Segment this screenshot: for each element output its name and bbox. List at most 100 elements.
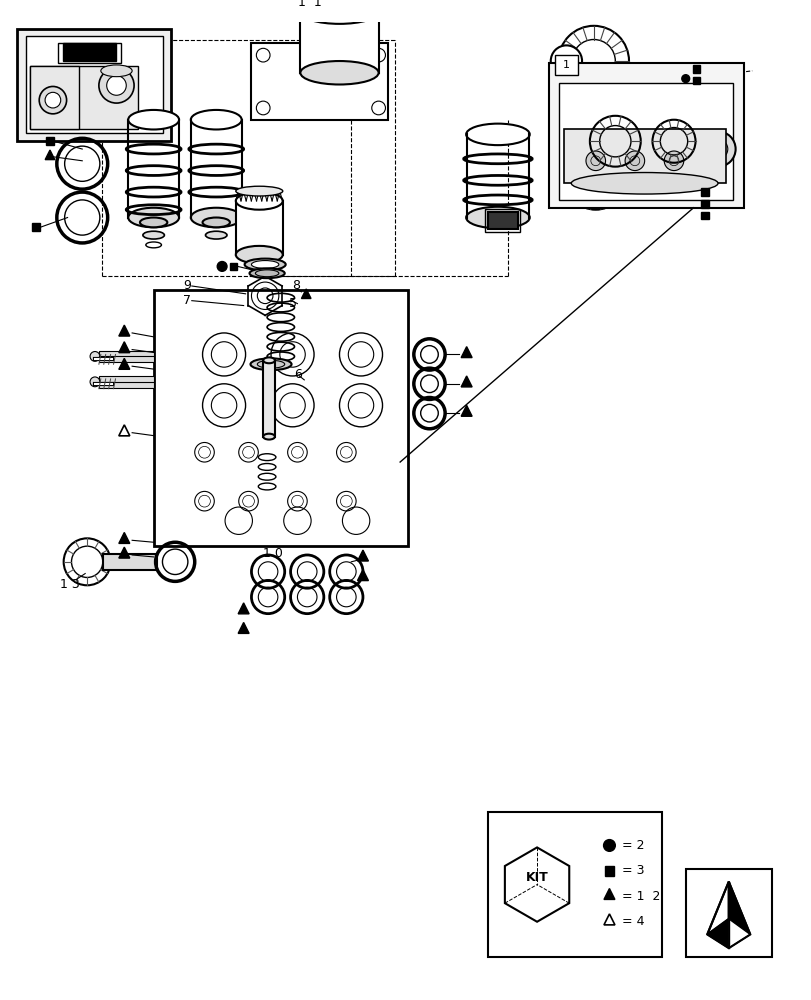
- Circle shape: [557, 167, 584, 194]
- Polygon shape: [461, 376, 471, 387]
- Ellipse shape: [263, 434, 275, 440]
- Bar: [32, 223, 40, 231]
- Ellipse shape: [250, 358, 291, 370]
- Polygon shape: [118, 342, 130, 353]
- Bar: [30, 66, 138, 129]
- Bar: [230, 263, 237, 270]
- Bar: [318, 0, 361, 16]
- Ellipse shape: [249, 268, 285, 278]
- Polygon shape: [728, 882, 749, 934]
- Ellipse shape: [235, 186, 282, 196]
- Polygon shape: [461, 347, 471, 358]
- Bar: [103, 554, 157, 570]
- Bar: [554, 55, 577, 75]
- Polygon shape: [45, 150, 54, 160]
- Bar: [17, 29, 171, 141]
- Text: 1: 1: [562, 60, 569, 70]
- Circle shape: [39, 86, 67, 114]
- Text: 1  1: 1 1: [298, 0, 322, 9]
- Text: = 1  2: = 1 2: [621, 890, 659, 903]
- Text: 1 0: 1 0: [263, 547, 283, 560]
- Bar: [251, 43, 388, 120]
- Ellipse shape: [146, 242, 161, 248]
- Ellipse shape: [205, 231, 227, 239]
- Polygon shape: [118, 325, 130, 336]
- Ellipse shape: [191, 208, 242, 227]
- Ellipse shape: [202, 218, 230, 227]
- Polygon shape: [238, 603, 249, 614]
- Bar: [153, 290, 407, 546]
- Bar: [30, 66, 79, 129]
- Bar: [701, 188, 708, 196]
- Ellipse shape: [571, 173, 717, 194]
- Bar: [487, 212, 517, 229]
- Polygon shape: [118, 532, 130, 543]
- Bar: [487, 812, 662, 957]
- Bar: [558, 83, 732, 200]
- Circle shape: [663, 151, 683, 171]
- Polygon shape: [357, 550, 368, 561]
- Text: = 2: = 2: [621, 839, 644, 852]
- Polygon shape: [603, 914, 614, 925]
- Polygon shape: [118, 358, 130, 369]
- Ellipse shape: [235, 192, 282, 210]
- Bar: [692, 65, 700, 73]
- Bar: [62, 43, 116, 61]
- Text: 7: 7: [182, 294, 191, 307]
- Text: KIT: KIT: [525, 871, 547, 884]
- Bar: [701, 212, 708, 219]
- Bar: [485, 209, 520, 232]
- Text: 5: 5: [288, 297, 296, 310]
- Bar: [46, 137, 54, 145]
- Bar: [99, 376, 153, 388]
- Ellipse shape: [128, 208, 179, 227]
- Polygon shape: [301, 289, 311, 299]
- Circle shape: [90, 352, 100, 361]
- Circle shape: [603, 840, 615, 851]
- Circle shape: [99, 68, 134, 103]
- Polygon shape: [118, 547, 130, 558]
- Polygon shape: [118, 425, 130, 436]
- Ellipse shape: [191, 110, 242, 129]
- Polygon shape: [357, 570, 368, 581]
- Polygon shape: [603, 888, 614, 899]
- Circle shape: [681, 75, 689, 83]
- Circle shape: [700, 131, 735, 167]
- Ellipse shape: [466, 207, 529, 228]
- Ellipse shape: [244, 259, 285, 270]
- Polygon shape: [706, 919, 728, 948]
- Ellipse shape: [101, 65, 132, 77]
- Bar: [701, 200, 708, 208]
- Polygon shape: [238, 622, 249, 633]
- Text: 1 3: 1 3: [60, 578, 79, 591]
- Circle shape: [586, 151, 605, 171]
- Ellipse shape: [263, 357, 275, 363]
- Ellipse shape: [128, 110, 179, 129]
- Bar: [548, 63, 744, 208]
- Bar: [58, 43, 121, 63]
- Circle shape: [45, 92, 61, 108]
- Ellipse shape: [235, 246, 282, 263]
- Ellipse shape: [139, 218, 167, 227]
- Ellipse shape: [143, 231, 164, 239]
- Circle shape: [550, 45, 581, 77]
- Text: = 4: = 4: [621, 915, 644, 928]
- Text: 9: 9: [182, 279, 191, 292]
- Bar: [99, 351, 153, 362]
- Text: 6: 6: [294, 368, 302, 381]
- Bar: [685, 869, 771, 957]
- Bar: [263, 360, 275, 437]
- Polygon shape: [461, 405, 471, 416]
- Circle shape: [624, 151, 644, 171]
- Text: = 3: = 3: [621, 864, 644, 877]
- Text: 8: 8: [292, 279, 300, 292]
- Bar: [692, 77, 700, 84]
- Ellipse shape: [300, 61, 378, 84]
- Circle shape: [707, 139, 727, 159]
- Bar: [27, 36, 163, 133]
- Ellipse shape: [251, 261, 278, 268]
- Bar: [300, 9, 378, 73]
- Ellipse shape: [466, 124, 529, 145]
- Bar: [235, 201, 282, 255]
- Bar: [564, 129, 725, 183]
